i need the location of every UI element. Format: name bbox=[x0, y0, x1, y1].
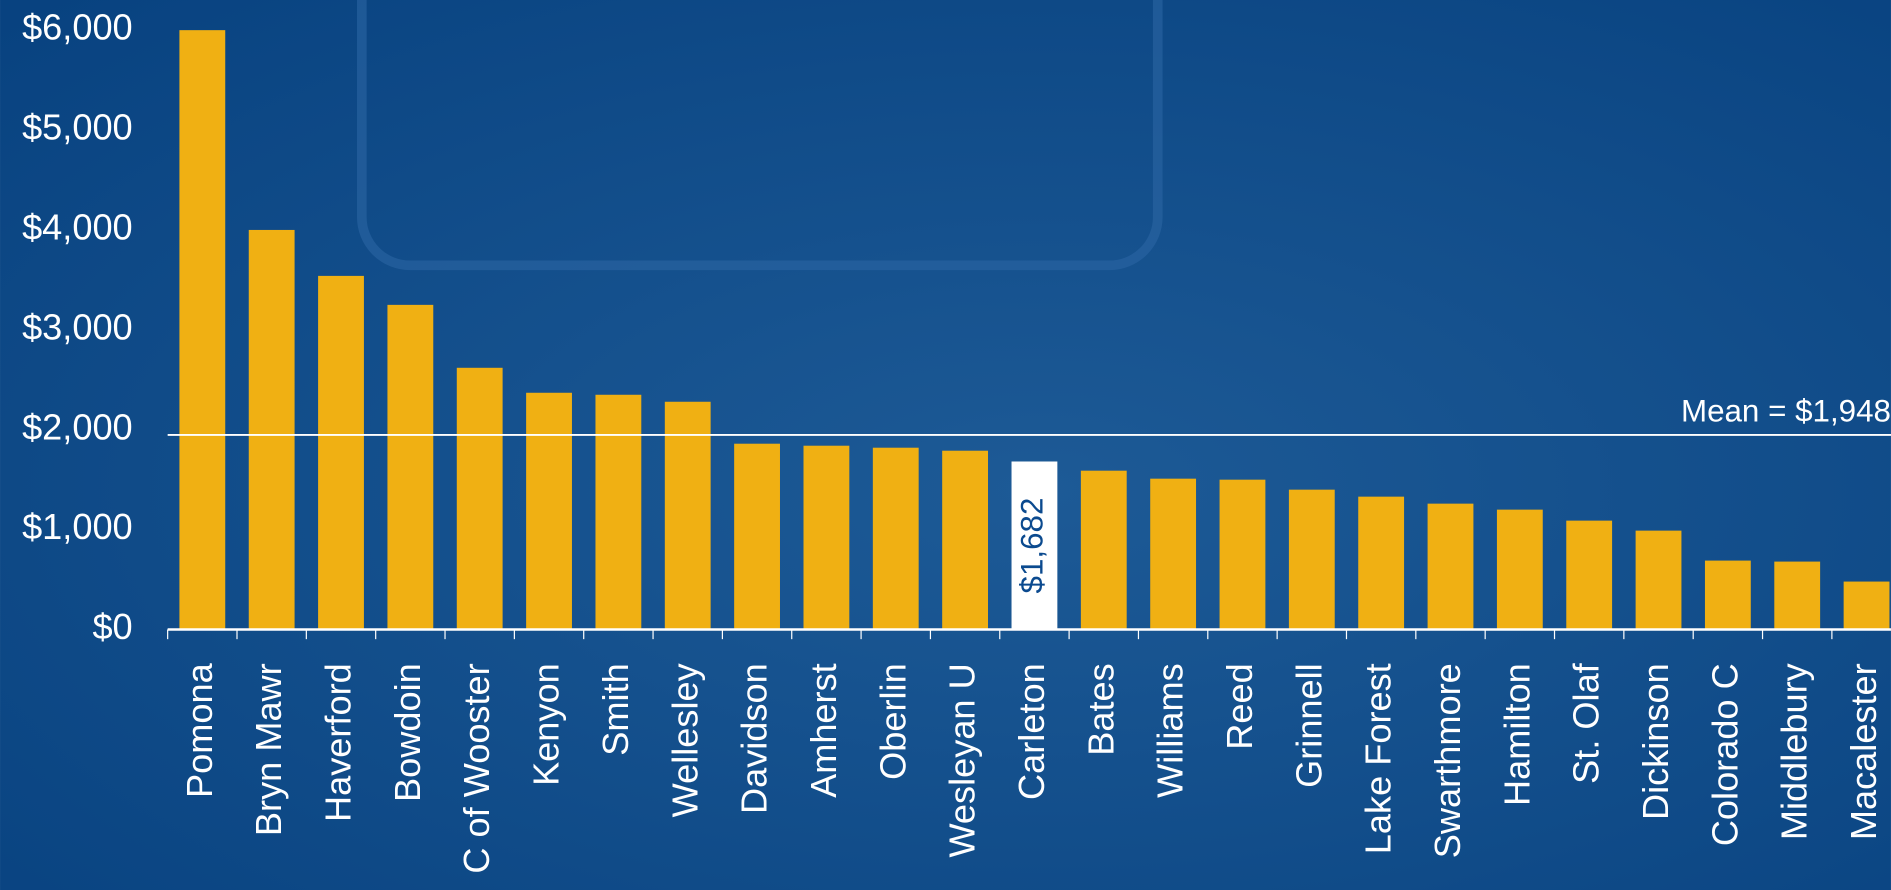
y-tick-label: $4,000 bbox=[22, 206, 133, 247]
bar bbox=[595, 394, 642, 630]
bar bbox=[318, 275, 364, 630]
value-label: $1,682 bbox=[1015, 498, 1050, 594]
bar bbox=[942, 450, 989, 630]
bar bbox=[1358, 496, 1405, 630]
bar bbox=[734, 443, 780, 630]
bar bbox=[1288, 489, 1335, 630]
bar bbox=[526, 392, 572, 630]
bar bbox=[387, 304, 434, 630]
x-tick-label: Wellesley bbox=[664, 663, 705, 817]
bar bbox=[1011, 461, 1058, 630]
x-tick-label: Amherst bbox=[803, 663, 844, 798]
bar bbox=[1080, 470, 1127, 630]
background-sign bbox=[357, 0, 1163, 271]
bar bbox=[1496, 509, 1543, 630]
bar bbox=[1427, 503, 1474, 630]
x-tick-label: Kenyon bbox=[526, 663, 567, 786]
x-tick-label: Davidson bbox=[734, 663, 775, 814]
x-tick-label: Macalester bbox=[1843, 663, 1884, 840]
mean-label: Mean = $1,948 bbox=[1681, 393, 1891, 428]
bar bbox=[1219, 479, 1266, 630]
x-tick-label: Carleton bbox=[1011, 663, 1052, 800]
y-tick-label: $2,000 bbox=[22, 406, 133, 447]
bar bbox=[1566, 520, 1613, 630]
bar bbox=[1843, 581, 1890, 630]
y-tick-label: $5,000 bbox=[22, 107, 133, 148]
x-tick-label: Pomona bbox=[179, 662, 220, 798]
x-tick-label: Dickinson bbox=[1635, 663, 1676, 820]
x-tick-label: Bates bbox=[1080, 663, 1121, 755]
bar bbox=[1774, 561, 1821, 630]
x-tick-label: Haverford bbox=[318, 663, 359, 822]
bar bbox=[179, 30, 226, 630]
bar bbox=[803, 445, 850, 630]
bar bbox=[664, 401, 711, 630]
x-tick-label: Grinnell bbox=[1288, 663, 1329, 788]
y-tick-label: $1,000 bbox=[22, 506, 133, 547]
y-tick-label: $0 bbox=[92, 606, 132, 647]
x-tick-label: C of Wooster bbox=[456, 663, 497, 873]
bar bbox=[1150, 478, 1197, 630]
x-tick-label: Williams bbox=[1150, 663, 1191, 798]
bar bbox=[456, 367, 503, 630]
bar bbox=[872, 447, 919, 630]
x-tick-label: Bowdoin bbox=[387, 663, 428, 802]
x-tick-label: Hamilton bbox=[1496, 663, 1537, 806]
x-tick-label: Middlebury bbox=[1774, 663, 1815, 840]
x-tick-label: Colorado C bbox=[1704, 663, 1745, 846]
x-tick-label: St. Olaf bbox=[1566, 662, 1607, 784]
x-tick-label: Lake Forest bbox=[1358, 663, 1399, 854]
bar bbox=[1704, 560, 1751, 630]
x-tick-label: Oberlin bbox=[872, 663, 913, 780]
x-tick-label: Wesleyan U bbox=[942, 663, 983, 857]
x-tick-label: Smith bbox=[595, 663, 636, 755]
bar bbox=[1635, 530, 1682, 630]
y-tick-label: $3,000 bbox=[22, 306, 133, 347]
bar bbox=[248, 229, 295, 630]
x-tick-label: Reed bbox=[1219, 663, 1260, 749]
y-tick-label: $6,000 bbox=[22, 7, 133, 48]
x-tick-label: Bryn Mawr bbox=[248, 663, 289, 836]
x-tick-label: Swarthmore bbox=[1427, 663, 1468, 858]
